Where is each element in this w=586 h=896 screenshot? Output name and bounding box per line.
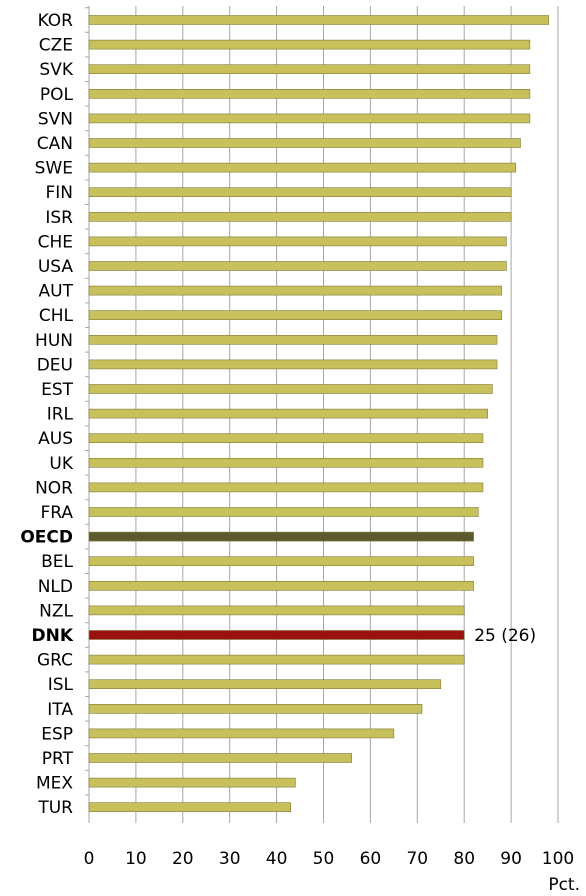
category-label: NLD bbox=[38, 577, 73, 597]
bar-isl bbox=[88, 679, 442, 690]
category-label: SWE bbox=[35, 159, 73, 179]
category-label: CZE bbox=[39, 36, 73, 56]
category-label: GRC bbox=[37, 651, 73, 671]
category-label: ISR bbox=[45, 208, 73, 228]
bar-che bbox=[88, 236, 507, 247]
category-label: KOR bbox=[38, 11, 74, 31]
bar-deu bbox=[88, 359, 498, 370]
category-label: AUS bbox=[38, 429, 73, 449]
bar-cze bbox=[88, 39, 531, 50]
bar-aus bbox=[88, 433, 484, 444]
bar-usa bbox=[88, 261, 507, 271]
bar-fra bbox=[88, 507, 479, 517]
category-label: CAN bbox=[37, 134, 73, 154]
category-label: DEU bbox=[37, 355, 73, 375]
x-tick-label: 70 bbox=[406, 849, 428, 869]
category-label: HUN bbox=[35, 331, 73, 351]
category-label: UK bbox=[49, 454, 73, 474]
x-tick-label: 50 bbox=[313, 849, 335, 869]
category-label: PRT bbox=[42, 749, 74, 769]
category-label: ISL bbox=[48, 675, 74, 695]
x-tick-label: 90 bbox=[500, 849, 522, 869]
category-label: FIN bbox=[45, 183, 73, 203]
bar-dnk bbox=[88, 630, 465, 640]
category-label: TUR bbox=[37, 798, 73, 818]
bar-nld bbox=[88, 580, 474, 591]
bar-irl bbox=[88, 408, 488, 419]
x-tick-label: 20 bbox=[172, 849, 194, 869]
category-label: NOR bbox=[35, 478, 73, 498]
bar-grc bbox=[88, 654, 465, 665]
category-label: CHE bbox=[38, 232, 73, 252]
bar-swe bbox=[88, 162, 517, 173]
x-tick-label: 60 bbox=[360, 849, 382, 869]
x-tick-labels: 0 10 20 30 40 50 60 70 80 90 100 bbox=[84, 849, 575, 869]
bar-tur bbox=[88, 802, 291, 813]
category-label: ITA bbox=[47, 700, 73, 720]
bar-svk bbox=[88, 64, 531, 74]
category-label: NZL bbox=[39, 601, 73, 621]
bar-fin bbox=[88, 187, 512, 197]
x-tick-label: 40 bbox=[266, 849, 288, 869]
x-tick-label: 10 bbox=[125, 849, 147, 869]
bar-chl bbox=[88, 310, 503, 321]
bar-bel bbox=[88, 556, 474, 567]
bar-aut bbox=[88, 285, 503, 296]
bar-nor bbox=[88, 482, 484, 493]
bar-uk bbox=[88, 457, 484, 468]
bar-kor bbox=[88, 15, 549, 25]
bar-esp bbox=[88, 728, 395, 739]
category-label: EST bbox=[41, 380, 74, 400]
bar-svn bbox=[88, 113, 531, 124]
bar-hun bbox=[88, 334, 498, 345]
category-label: IRL bbox=[47, 405, 74, 425]
x-tick-label: 100 bbox=[542, 849, 574, 869]
category-label: SVK bbox=[39, 60, 73, 80]
category-label: DNK bbox=[31, 626, 73, 646]
category-label: AUT bbox=[39, 282, 74, 302]
bar-isr bbox=[88, 212, 512, 222]
category-label: OECD bbox=[20, 528, 73, 548]
data-label: 25 (26) bbox=[474, 626, 536, 646]
category-label: POL bbox=[40, 85, 74, 105]
category-label: ESP bbox=[41, 724, 73, 744]
bars bbox=[88, 15, 549, 813]
bar-est bbox=[88, 384, 493, 394]
x-axis-label: Pct. bbox=[548, 875, 580, 895]
category-label: MEX bbox=[36, 774, 73, 794]
category-labels: KOR CZE SVK POL SVN CAN SWE FIN ISR CHE USA AUT CHL H… bbox=[20, 11, 74, 818]
x-tick-label: 0 bbox=[84, 849, 95, 869]
bar-nzl bbox=[88, 605, 465, 616]
bar-mex bbox=[88, 777, 296, 788]
bar-oecd bbox=[88, 531, 474, 542]
category-label: CHL bbox=[39, 306, 74, 326]
x-tick-label: 30 bbox=[219, 849, 241, 869]
bar-can bbox=[88, 138, 521, 148]
bar-prt bbox=[88, 753, 352, 763]
bar-pol bbox=[88, 89, 531, 99]
category-label: FRA bbox=[40, 503, 73, 523]
category-label: BEL bbox=[41, 552, 73, 572]
bar-ita bbox=[88, 703, 423, 714]
category-label: USA bbox=[38, 257, 74, 277]
category-label: SVN bbox=[38, 109, 73, 129]
x-tick-label: 80 bbox=[453, 849, 475, 869]
